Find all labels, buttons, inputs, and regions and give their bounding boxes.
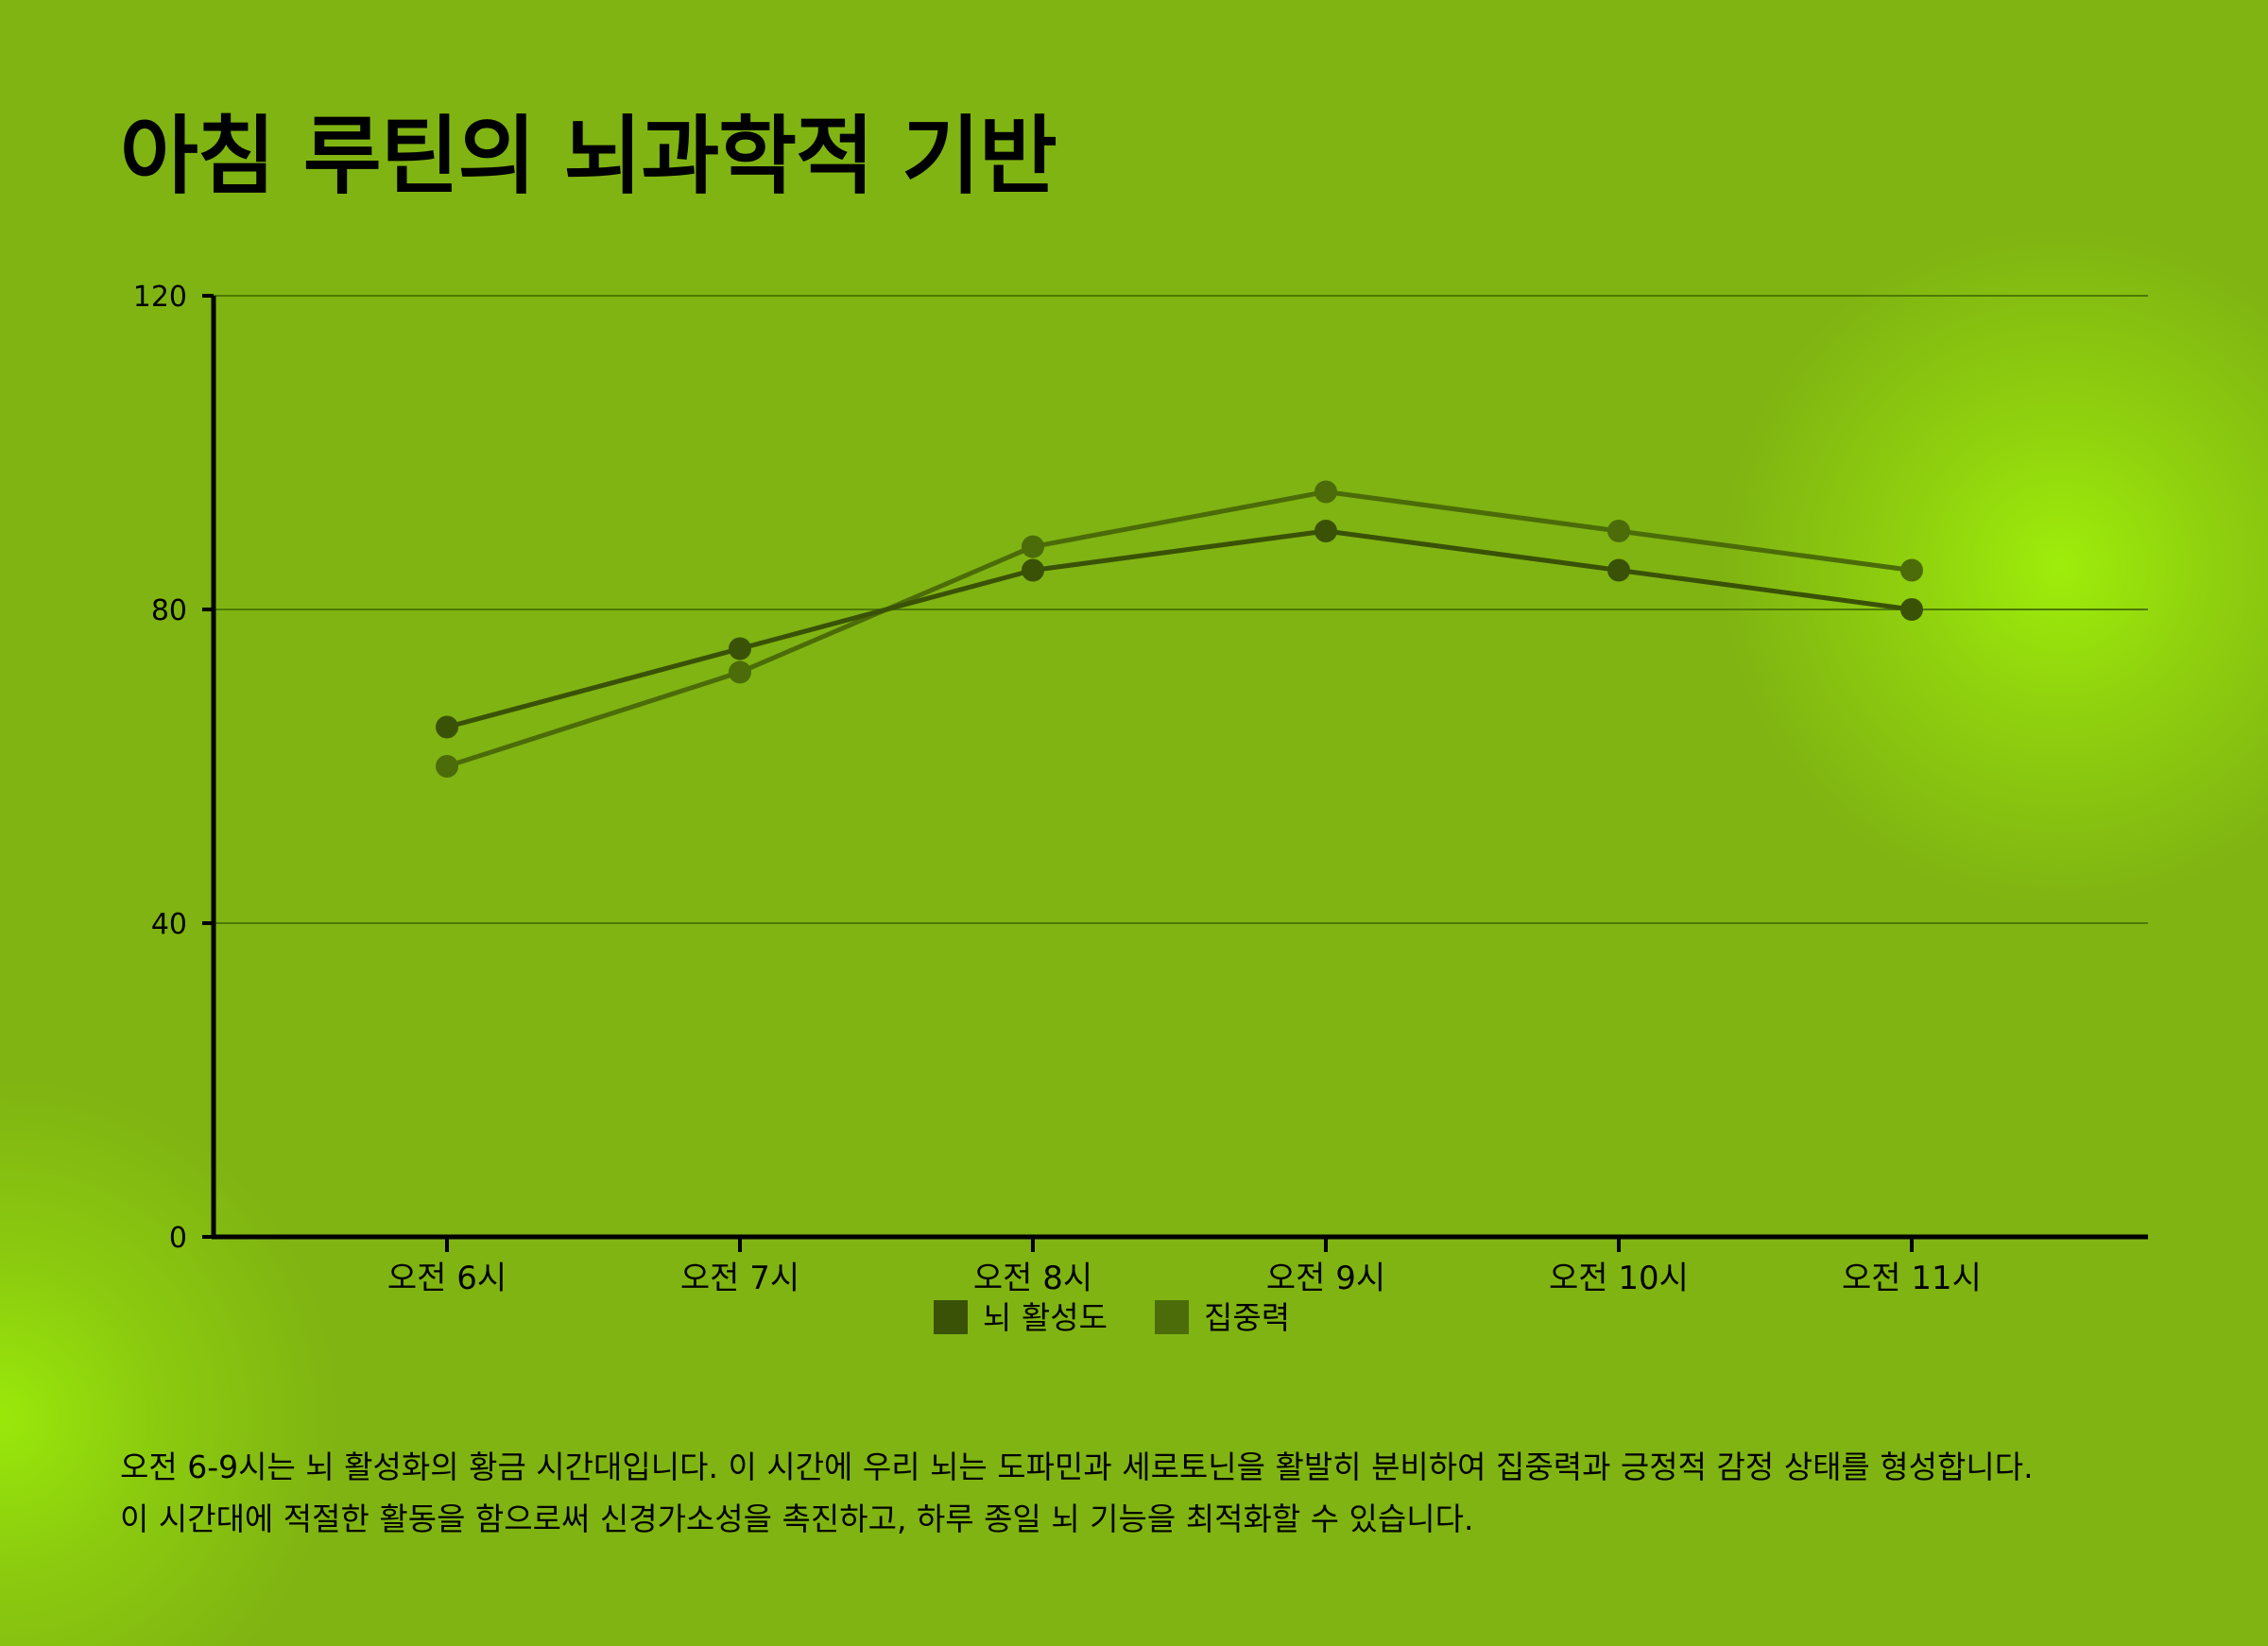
series-line [446,528,1913,729]
data-point [1314,480,1337,504]
data-point [1900,558,1923,582]
series-lines [436,480,1923,778]
x-tick-label: 오전 10시 [1549,1260,1689,1297]
x-tick-label: 오전 9시 [1266,1260,1385,1297]
grid-lines [214,295,2148,924]
x-tick-label: 오전 8시 [973,1260,1092,1297]
y-tick-label: 0 [169,1222,187,1255]
legend: 뇌 활성도 집중력 [934,1299,1290,1336]
data-point [729,637,751,660]
data-point [1900,598,1923,621]
legend-label: 뇌 활성도 [983,1299,1108,1336]
x-tick-label: 오전 11시 [1842,1260,1982,1297]
data-point [729,660,751,684]
legend-label: 집중력 [1204,1299,1290,1336]
data-point [436,715,458,739]
y-tick-label: 40 [151,908,187,941]
description-line: 이 시간대에 적절한 활동을 함으로써 신경가소성을 촉진하고, 하루 종일 뇌… [120,1500,1474,1537]
chart-title: 아침 루틴의 뇌과학적 기반 [120,107,1057,206]
description: 오전 6-9시는 뇌 활성화의 황금 시간대입니다. 이 시간에 우리 뇌는 도… [120,1441,2161,1545]
y-tick-label: 120 [133,281,187,314]
x-tick-label: 오전 7시 [680,1260,799,1297]
legend-swatch [1155,1300,1189,1334]
data-point [1607,520,1630,542]
data-point [1607,558,1630,582]
x-tick-label: 오전 6시 [387,1260,507,1297]
axes: 0 40 80 120 오전 6시 오전 7시 오전 8시 오전 9시 오전 10시 오전 11시 [133,281,2148,1297]
legend-swatch [934,1300,968,1334]
data-point [436,755,458,778]
data-point [1314,520,1337,542]
data-point [1022,558,1044,582]
data-point [1022,535,1044,558]
y-tick-label: 80 [151,594,187,627]
description-line: 오전 6-9시는 뇌 활성화의 황금 시간대입니다. 이 시간에 우리 뇌는 도… [120,1449,2034,1485]
series-line [446,489,1913,769]
